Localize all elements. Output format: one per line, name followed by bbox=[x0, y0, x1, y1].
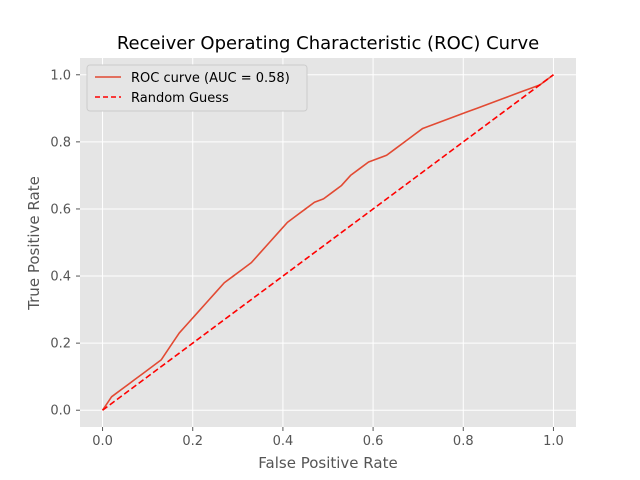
roc-curve-line bbox=[101, 74, 554, 411]
x-axis-label: False Positive Rate bbox=[258, 454, 397, 472]
y-tick-label: 0.8 bbox=[50, 135, 71, 150]
y-tick-label: 0.0 bbox=[50, 404, 71, 419]
x-tick-label: 1.0 bbox=[543, 434, 564, 449]
x-tick-label: 0.8 bbox=[453, 434, 474, 449]
random-guess-line bbox=[102, 74, 554, 411]
chart-title: Receiver Operating Characteristic (ROC) … bbox=[117, 33, 539, 54]
y-tick-label: 0.4 bbox=[50, 270, 71, 285]
legend: ROC curve (AUC = 0.58) Random Guess bbox=[86, 64, 308, 112]
x-tick-label: 0.2 bbox=[182, 434, 203, 449]
y-tick-label: 1.0 bbox=[50, 68, 71, 83]
series-layer bbox=[101, 74, 554, 411]
grid bbox=[80, 58, 576, 427]
legend-label-roc: ROC curve (AUC = 0.58) bbox=[131, 71, 290, 86]
legend-label-random: Random Guess bbox=[131, 91, 229, 106]
ticks: 0.0 0.2 0.4 0.6 0.8 1.0 0.0 0.2 0.4 0.6 0.8 1.0 bbox=[50, 68, 563, 449]
y-tick-label: 0.2 bbox=[50, 337, 71, 352]
legend-box bbox=[86, 64, 308, 112]
x-tick-label: 0.0 bbox=[92, 434, 113, 449]
x-tick-label: 0.6 bbox=[363, 434, 384, 449]
y-tick-label: 0.6 bbox=[50, 202, 71, 217]
x-tick-label: 0.4 bbox=[273, 434, 294, 449]
y-axis-label: True Positive Rate bbox=[25, 176, 43, 311]
